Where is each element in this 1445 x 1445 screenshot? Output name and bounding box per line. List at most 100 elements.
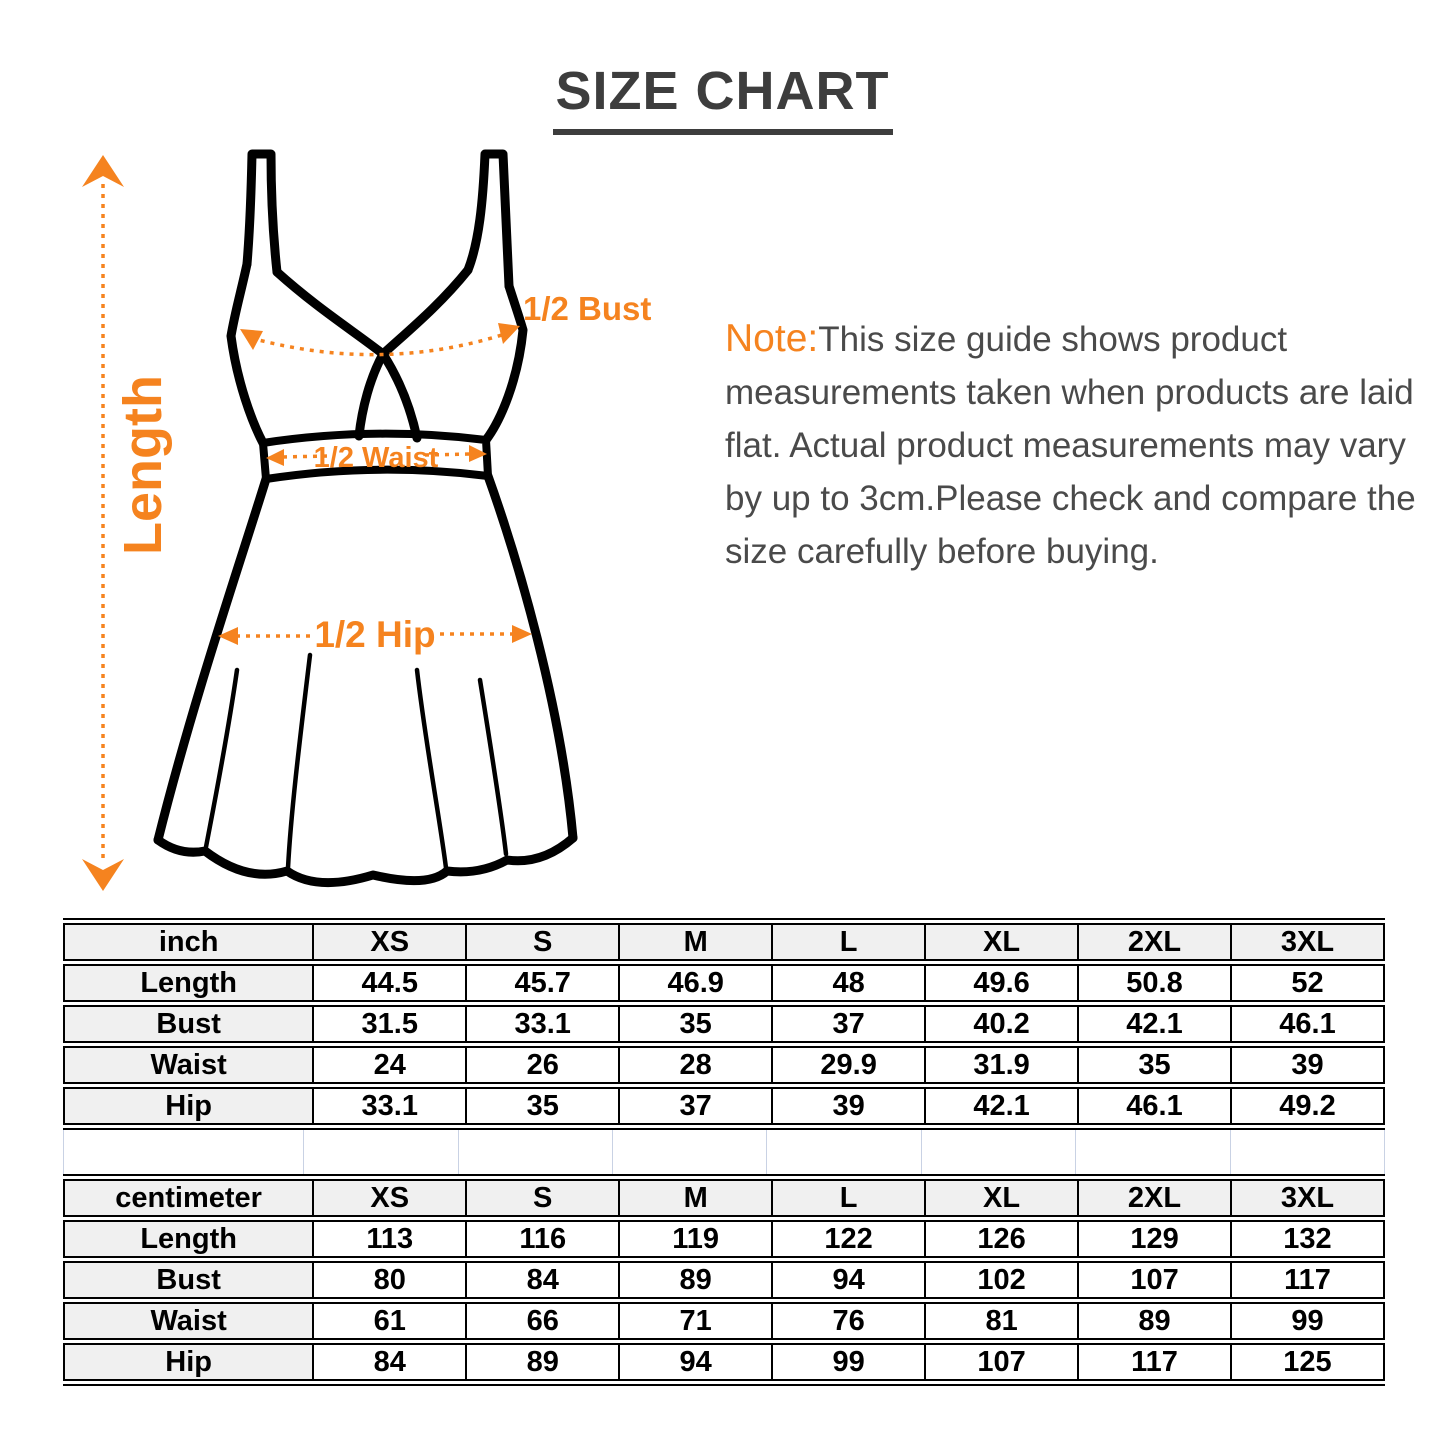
measurement-value-cell: 37 — [773, 1005, 927, 1043]
measurement-value-cell: 39 — [1232, 1046, 1385, 1084]
dress-outline — [153, 149, 578, 888]
measurement-value-cell: 44.5 — [314, 964, 468, 1002]
measurement-row: Length 44.5 45.7 46.9 48 49.6 50.8 52 — [63, 964, 1385, 1002]
arrow-up-icon — [82, 155, 124, 187]
measurement-label-cell: Waist — [63, 1046, 315, 1084]
table-gap-cell — [767, 1130, 922, 1174]
measurement-value-cell: 89 — [467, 1343, 621, 1381]
table-gap-row — [63, 1130, 1386, 1174]
size-column-header: 3XL — [1232, 1179, 1385, 1217]
dress-diagram: Length — [55, 140, 695, 920]
size-column-header: XL — [926, 923, 1080, 961]
length-arrow — [82, 155, 124, 891]
measurement-value-cell: 40.2 — [926, 1005, 1080, 1043]
size-table-centimeter: centimeter XS S M L XL 2XL 3XL Length 113 116 119 12… — [63, 1174, 1385, 1386]
measurement-row: Waist 24 26 28 29.9 31.9 35 39 — [63, 1046, 1385, 1084]
measurement-value-cell: 46.9 — [620, 964, 774, 1002]
measurement-value-cell: 33.1 — [314, 1087, 468, 1125]
measurement-value-cell: 46.1 — [1079, 1087, 1232, 1125]
measurement-value-cell: 42.1 — [1079, 1005, 1232, 1043]
waist-label: 1/2 Waist — [314, 442, 439, 474]
length-label: Length — [113, 375, 173, 555]
size-column-header: XL — [926, 1179, 1080, 1217]
measurement-value-cell: 99 — [773, 1343, 927, 1381]
table-gap-cell — [1231, 1130, 1386, 1174]
measurement-value-cell: 117 — [1232, 1261, 1385, 1299]
measurement-value-cell: 39 — [773, 1087, 927, 1125]
page-title: SIZE CHART — [552, 60, 893, 135]
measurement-label-cell: Length — [63, 1220, 315, 1258]
size-tables: inch XS S M L XL 2XL 3XL Length 44.5 45.7 46.9 48 49.… — [63, 918, 1386, 1386]
measurement-value-cell: 33.1 — [467, 1005, 621, 1043]
unit-header-cell: centimeter — [63, 1179, 315, 1217]
measurement-label-cell: Bust — [63, 1005, 315, 1043]
size-table-inch: inch XS S M L XL 2XL 3XL Length 44.5 45.7 46.9 48 49.… — [63, 918, 1385, 1130]
measurement-value-cell: 31.5 — [314, 1005, 468, 1043]
table-gap-cell — [63, 1130, 305, 1174]
table-gap-cell — [1076, 1130, 1231, 1174]
arrow-right-icon — [498, 323, 520, 344]
table-gap-cell — [613, 1130, 768, 1174]
measurement-value-cell: 132 — [1232, 1220, 1385, 1258]
measurement-value-cell: 126 — [926, 1220, 1080, 1258]
measurement-label-cell: Waist — [63, 1302, 315, 1340]
size-header-row: centimeter XS S M L XL 2XL 3XL — [63, 1179, 1385, 1217]
measurement-value-cell: 102 — [926, 1261, 1080, 1299]
measurement-value-cell: 89 — [1079, 1302, 1232, 1340]
measurement-value-cell: 37 — [620, 1087, 774, 1125]
measurement-value-cell: 119 — [620, 1220, 774, 1258]
measurement-value-cell: 107 — [1079, 1261, 1232, 1299]
arrow-left-icon — [240, 329, 263, 350]
measurement-row: Hip 84 89 94 99 107 117 125 — [63, 1343, 1385, 1381]
measurement-value-cell: 49.6 — [926, 964, 1080, 1002]
note: Note:This size guide shows product measu… — [725, 312, 1417, 578]
measurement-value-cell: 52 — [1232, 964, 1385, 1002]
measurement-value-cell: 76 — [773, 1302, 927, 1340]
bust-arrow — [240, 323, 520, 357]
measurement-value-cell: 31.9 — [926, 1046, 1080, 1084]
measurement-row: Bust 80 84 89 94 102 107 117 — [63, 1261, 1385, 1299]
measurement-value-cell: 35 — [620, 1005, 774, 1043]
measurement-value-cell: 107 — [926, 1343, 1080, 1381]
measurement-value-cell: 28 — [620, 1046, 774, 1084]
table-gap-cell — [459, 1130, 614, 1174]
dress-diagram-svg: Length — [82, 149, 651, 891]
hip-label: 1/2 Hip — [314, 614, 435, 655]
measurement-value-cell: 35 — [467, 1087, 621, 1125]
unit-header-cell: inch — [63, 923, 315, 961]
arrow-right-icon — [469, 445, 487, 462]
table-gap-cell — [922, 1130, 1077, 1174]
size-column-header: XS — [314, 923, 468, 961]
waistband — [259, 429, 492, 483]
measurement-label-cell: Hip — [63, 1087, 315, 1125]
arrow-right-icon — [512, 625, 532, 643]
measurement-value-cell: 99 — [1232, 1302, 1385, 1340]
measurement-value-cell: 89 — [620, 1261, 774, 1299]
size-column-header: XS — [314, 1179, 468, 1217]
measurement-row: Length 113 116 119 122 126 129 132 — [63, 1220, 1385, 1258]
measurement-value-cell: 35 — [1079, 1046, 1232, 1084]
size-column-header: M — [620, 1179, 774, 1217]
measurement-value-cell: 113 — [314, 1220, 468, 1258]
hip-arrow — [218, 625, 532, 645]
measurement-value-cell: 129 — [1079, 1220, 1232, 1258]
measurement-row: Waist 61 66 71 76 81 89 99 — [63, 1302, 1385, 1340]
measurement-value-cell: 94 — [620, 1343, 774, 1381]
measurement-value-cell: 117 — [1079, 1343, 1232, 1381]
measurement-value-cell: 49.2 — [1232, 1087, 1385, 1125]
measurement-value-cell: 50.8 — [1079, 964, 1232, 1002]
measurement-value-cell: 116 — [467, 1220, 621, 1258]
size-column-header: 3XL — [1232, 923, 1385, 961]
note-text: This size guide shows product measuremen… — [725, 320, 1416, 571]
measurement-value-cell: 61 — [314, 1302, 468, 1340]
measurement-row: Hip 33.1 35 37 39 42.1 46.1 49.2 — [63, 1087, 1385, 1125]
size-column-header: 2XL — [1079, 1179, 1232, 1217]
bust-label: 1/2 Bust — [523, 290, 651, 327]
size-column-header: L — [773, 923, 927, 961]
measurement-value-cell: 84 — [467, 1261, 621, 1299]
size-column-header: L — [773, 1179, 927, 1217]
size-column-header: 2XL — [1079, 923, 1232, 961]
measurement-value-cell: 42.1 — [926, 1087, 1080, 1125]
measurement-value-cell: 24 — [314, 1046, 468, 1084]
table-gap-cell — [304, 1130, 459, 1174]
